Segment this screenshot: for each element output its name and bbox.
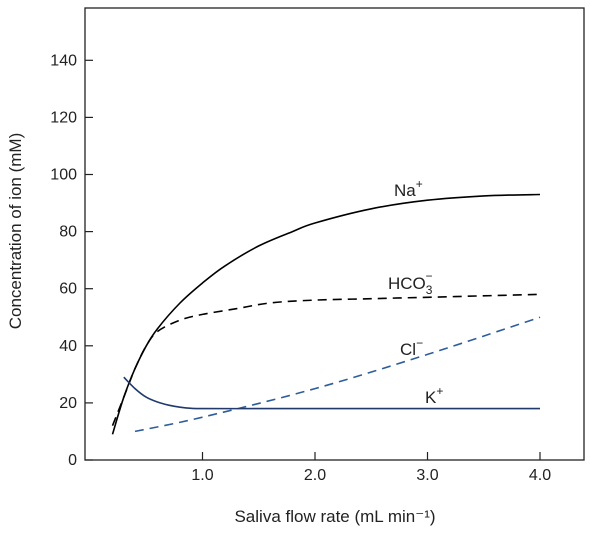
y-axis-title: Concentration of ion (mM) [6, 133, 25, 330]
y-tick-label: 140 [50, 52, 77, 69]
x-axis-title: Saliva flow rate (mL min⁻¹) [234, 507, 435, 526]
series-line-na [111, 193, 541, 435]
series-lines [111, 193, 541, 435]
y-tick-label: 60 [59, 281, 77, 298]
y-tick-label: 20 [59, 395, 77, 412]
y-axis: 0 20 40 60 80 100 120 140 [50, 52, 93, 469]
x-tick-label: 4.0 [529, 467, 551, 484]
series-labels: Na+ HCO3− Cl− K+ [388, 177, 443, 407]
y-tick-label: 100 [50, 167, 77, 184]
y-tick-label: 40 [59, 338, 77, 355]
series-line-hco [111, 293, 541, 426]
x-tick-label: 3.0 [416, 467, 438, 484]
series-label-hco: HCO3− [388, 269, 433, 297]
series-label-k: K+ [425, 384, 443, 407]
x-tick-label: 2.0 [304, 467, 326, 484]
series-label-cl: Cl− [400, 336, 423, 359]
plot-frame [84, 7, 585, 461]
series-label-na: Na+ [394, 177, 423, 200]
series-line-cl [134, 316, 541, 433]
y-tick-label: 0 [68, 452, 77, 469]
series-line-k [123, 376, 540, 410]
x-axis: 1.0 2.0 3.0 4.0 [191, 452, 551, 484]
y-tick-label: 80 [59, 224, 77, 241]
y-tick-label: 120 [50, 109, 77, 126]
x-tick-label: 1.0 [191, 467, 213, 484]
